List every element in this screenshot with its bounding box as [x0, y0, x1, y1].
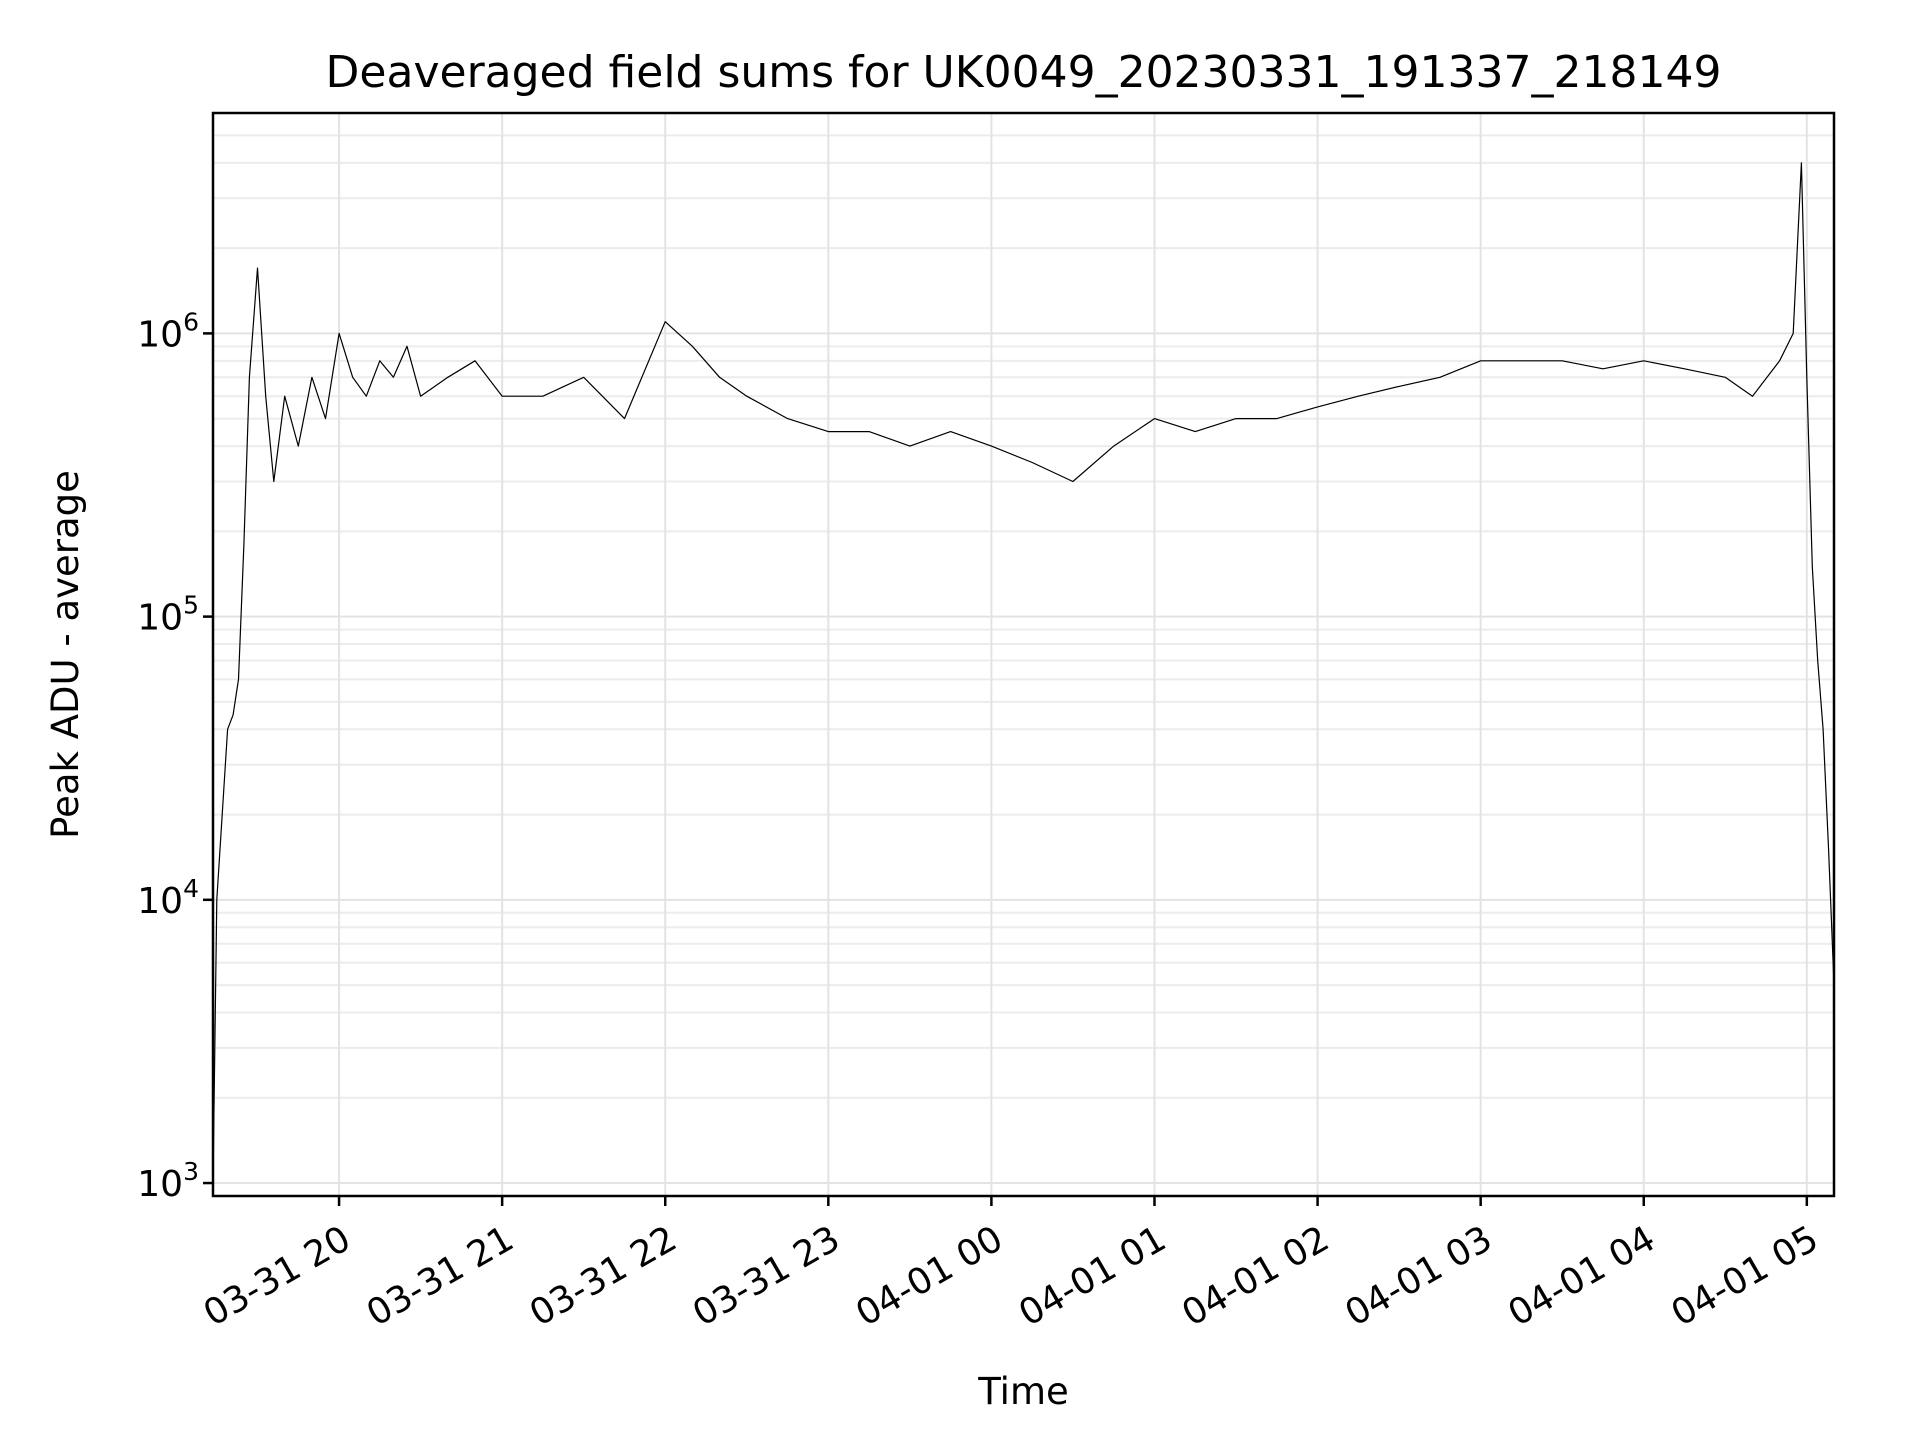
x-tick-label: 04-01 05 — [1665, 1218, 1826, 1334]
x-tick-label: 04-01 04 — [1502, 1218, 1663, 1334]
x-tick-label: 03-31 23 — [686, 1218, 847, 1334]
x-tick-label: 03-31 20 — [197, 1218, 358, 1334]
y-axis-label: Peak ADU - average — [44, 470, 87, 839]
y-tick-label: 105 — [137, 591, 199, 639]
x-axis: 03-31 20 03-31 21 03-31 22 03-31 23 04-01 00… — [197, 1196, 1825, 1335]
series-line — [212, 162, 1835, 1184]
x-tick-label: 04-01 02 — [1175, 1218, 1336, 1334]
y-tick-label: 104 — [137, 874, 199, 922]
y-tick-label: 106 — [137, 307, 199, 355]
x-tick-label: 03-31 21 — [360, 1218, 521, 1334]
x-tick-label: 04-01 03 — [1338, 1218, 1499, 1334]
y-tick-label: 103 — [137, 1157, 199, 1205]
x-axis-label: Time — [977, 1370, 1069, 1413]
y-axis: 103 105 104 106 — [137, 307, 213, 1205]
chart-title: Deaveraged field sums for UK0049_2023033… — [326, 47, 1722, 98]
x-tick-label: 04-01 01 — [1012, 1218, 1173, 1334]
x-tick-label: 03-31 22 — [523, 1218, 684, 1334]
grid — [213, 112, 1834, 1197]
plot-frame — [211, 111, 1836, 1198]
x-tick-label: 04-01 00 — [849, 1218, 1010, 1334]
